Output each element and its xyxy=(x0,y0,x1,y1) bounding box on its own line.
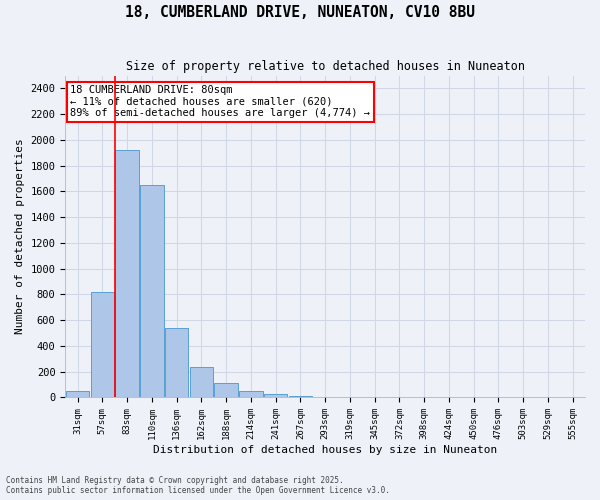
Bar xyxy=(190,367,213,398)
X-axis label: Distribution of detached houses by size in Nuneaton: Distribution of detached houses by size … xyxy=(153,445,497,455)
Title: Size of property relative to detached houses in Nuneaton: Size of property relative to detached ho… xyxy=(125,60,524,73)
Bar xyxy=(66,391,89,398)
Text: 18, CUMBERLAND DRIVE, NUNEATON, CV10 8BU: 18, CUMBERLAND DRIVE, NUNEATON, CV10 8BU xyxy=(125,5,475,20)
Y-axis label: Number of detached properties: Number of detached properties xyxy=(15,138,25,334)
Bar xyxy=(115,150,139,398)
Bar xyxy=(289,396,312,398)
Bar xyxy=(214,382,238,398)
Bar xyxy=(239,391,263,398)
Bar xyxy=(91,292,114,398)
Text: 18 CUMBERLAND DRIVE: 80sqm
← 11% of detached houses are smaller (620)
89% of sem: 18 CUMBERLAND DRIVE: 80sqm ← 11% of deta… xyxy=(70,85,370,118)
Bar xyxy=(140,185,164,398)
Bar xyxy=(264,394,287,398)
Text: Contains HM Land Registry data © Crown copyright and database right 2025.
Contai: Contains HM Land Registry data © Crown c… xyxy=(6,476,390,495)
Bar xyxy=(313,397,337,398)
Bar xyxy=(165,328,188,398)
